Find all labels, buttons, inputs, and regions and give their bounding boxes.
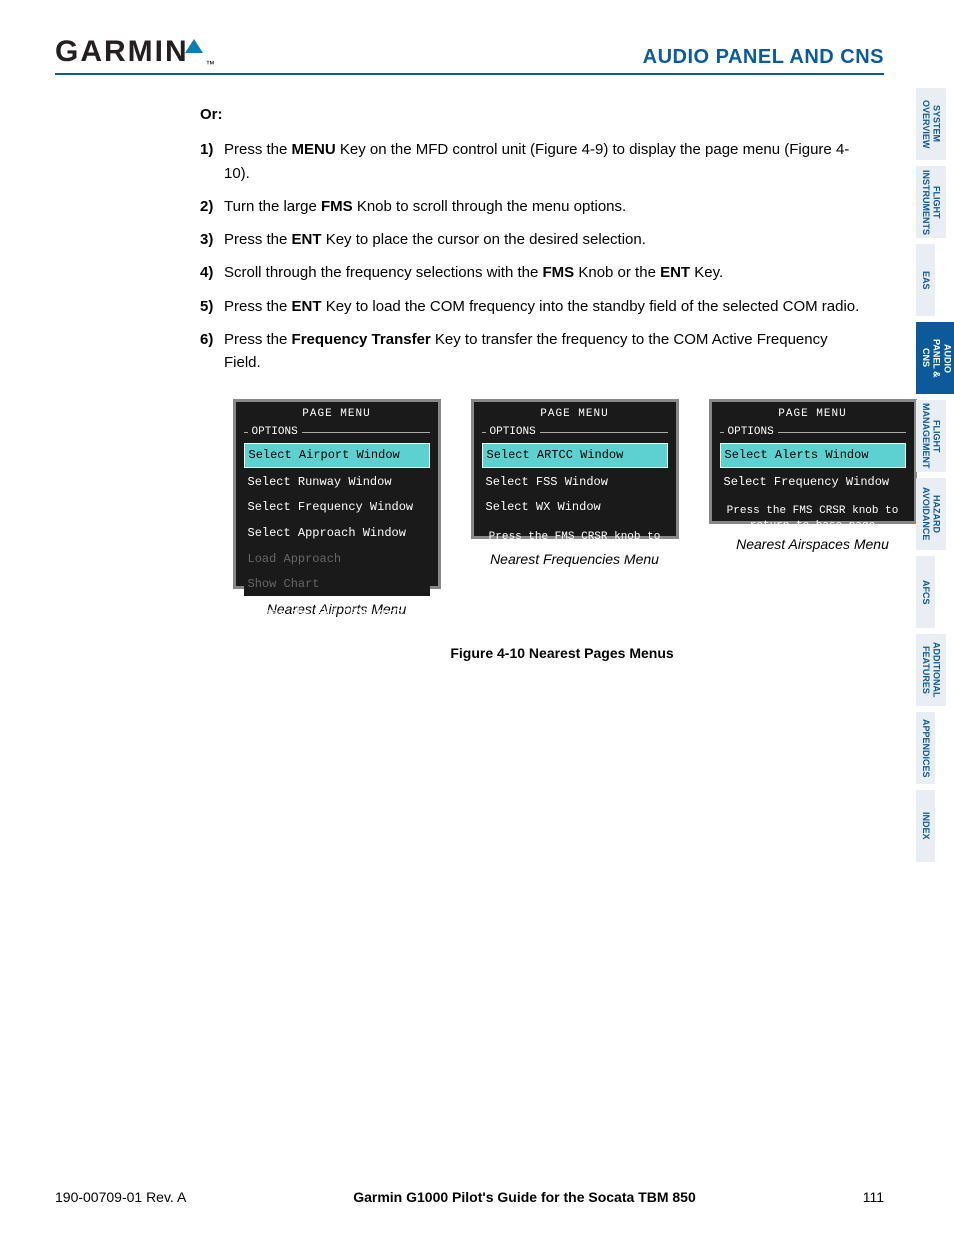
- mfd-screen: PAGE MENUOPTIONSSelect ARTCC WindowSelec…: [471, 399, 679, 539]
- mfd-title: PAGE MENU: [712, 402, 914, 425]
- step-text: Press the Frequency Transfer Key to tran…: [224, 328, 864, 375]
- logo-trademark: ™: [206, 59, 215, 69]
- logo-text: GARMIN: [55, 35, 189, 69]
- mfd-menu-item[interactable]: Select Frequency Window: [720, 471, 906, 494]
- figure-caption: Figure 4-10 Nearest Pages Menus: [200, 643, 864, 665]
- page-header: GARMIN ™ AUDIO PANEL AND CNS: [55, 35, 884, 75]
- mfd-footer: Press the FMS CRSR knob to return to bas…: [474, 522, 676, 559]
- page-number: 111: [863, 1189, 884, 1205]
- instruction-steps: 1)Press the MENU Key on the MFD control …: [200, 138, 864, 374]
- section-tab[interactable]: INDEX: [916, 790, 935, 862]
- garmin-logo: GARMIN ™: [55, 35, 215, 69]
- step-number: 2): [200, 195, 224, 218]
- step-text: Press the ENT Key to load the COM freque…: [224, 295, 859, 318]
- mfd-screen: PAGE MENUOPTIONSSelect Alerts WindowSele…: [709, 399, 917, 524]
- mfd-menu-item[interactable]: Select Runway Window: [244, 471, 430, 494]
- menu-panel: PAGE MENUOPTIONSSelect Alerts WindowSele…: [709, 399, 917, 625]
- step-item: 5)Press the ENT Key to load the COM freq…: [200, 295, 864, 318]
- section-title: AUDIO PANEL AND CNS: [643, 46, 884, 69]
- step-number: 1): [200, 138, 224, 185]
- section-tab[interactable]: HAZARD AVOIDANCE: [916, 478, 946, 550]
- section-tabs: SYSTEM OVERVIEW FLIGHT INSTRUMENTS EAS AUDI…: [916, 88, 954, 868]
- section-tab[interactable]: AUDIO PANEL & CNS: [916, 322, 954, 394]
- step-number: 3): [200, 228, 224, 251]
- section-tab[interactable]: APPENDICES: [916, 712, 935, 784]
- step-number: 6): [200, 328, 224, 375]
- mfd-menu-item[interactable]: Select Frequency Window: [244, 496, 430, 519]
- page-footer: 190-00709-01 Rev. A Garmin G1000 Pilot's…: [55, 1189, 884, 1205]
- logo-triangle-icon: [185, 39, 203, 53]
- mfd-options-header: OPTIONS: [720, 425, 906, 439]
- mfd-screen: PAGE MENUOPTIONS Select Airport Window Sel…: [233, 399, 441, 589]
- mfd-footer: Press the FMS CRSR knob to return to bas…: [236, 599, 438, 636]
- step-item: 2)Turn the large FMS Knob to scroll thro…: [200, 195, 864, 218]
- menu-panel: PAGE MENUOPTIONSSelect Airport WindowSel…: [233, 399, 441, 625]
- mfd-options-header: OPTIONS: [482, 425, 668, 439]
- mfd-title: PAGE MENU: [474, 402, 676, 425]
- mfd-menu-item[interactable]: Select Airport Window: [244, 443, 430, 468]
- step-text: Press the MENU Key on the MFD control un…: [224, 138, 864, 185]
- mfd-options-header: OPTIONS: [244, 425, 430, 439]
- mfd-items: Select ARTCC Window Select FSS WindowSele…: [474, 443, 676, 519]
- mfd-items: Select Alerts Window Select Frequency Win…: [712, 443, 914, 493]
- step-item: 4)Scroll through the frequency selection…: [200, 261, 864, 284]
- mfd-menu-item[interactable]: Select Approach Window: [244, 522, 430, 545]
- mfd-menu-item[interactable]: Select Alerts Window: [720, 443, 906, 468]
- mfd-title: PAGE MENU: [236, 402, 438, 425]
- step-number: 5): [200, 295, 224, 318]
- menu-panel: PAGE MENUOPTIONSSelect ARTCC WindowSelec…: [471, 399, 679, 625]
- section-tab[interactable]: EAS: [916, 244, 935, 316]
- section-tab[interactable]: ADDITIONAL FEATURES: [916, 634, 946, 706]
- step-text: Press the ENT Key to place the cursor on…: [224, 228, 646, 251]
- figure-menus: PAGE MENUOPTIONSSelect Airport WindowSel…: [200, 399, 864, 625]
- mfd-items: Select Airport Window Select Runway Windo…: [236, 443, 438, 596]
- section-tab[interactable]: SYSTEM OVERVIEW: [916, 88, 946, 160]
- step-text: Turn the large FMS Knob to scroll throug…: [224, 195, 626, 218]
- mfd-menu-item[interactable]: Load Approach: [244, 548, 430, 571]
- step-item: 1)Press the MENU Key on the MFD control …: [200, 138, 864, 185]
- mfd-footer: Press the FMS CRSR knob to return to bas…: [712, 496, 914, 533]
- menu-caption: Nearest Airspaces Menu: [736, 534, 889, 556]
- section-tab[interactable]: FLIGHT INSTRUMENTS: [916, 166, 946, 238]
- body-content: Or: 1)Press the MENU Key on the MFD cont…: [55, 103, 884, 665]
- step-number: 4): [200, 261, 224, 284]
- mfd-menu-item[interactable]: Select WX Window: [482, 496, 668, 519]
- mfd-menu-item[interactable]: Select ARTCC Window: [482, 443, 668, 468]
- doc-rev: 190-00709-01 Rev. A: [55, 1189, 186, 1205]
- step-item: 3)Press the ENT Key to place the cursor …: [200, 228, 864, 251]
- mfd-menu-item[interactable]: Show Chart: [244, 573, 430, 596]
- step-text: Scroll through the frequency selections …: [224, 261, 723, 284]
- or-label: Or:: [200, 103, 864, 126]
- step-item: 6)Press the Frequency Transfer Key to tr…: [200, 328, 864, 375]
- section-tab[interactable]: AFCS: [916, 556, 935, 628]
- section-tab[interactable]: FLIGHT MANAGEMENT: [916, 400, 946, 472]
- mfd-menu-item[interactable]: Select FSS Window: [482, 471, 668, 494]
- doc-title: Garmin G1000 Pilot's Guide for the Socat…: [353, 1189, 696, 1205]
